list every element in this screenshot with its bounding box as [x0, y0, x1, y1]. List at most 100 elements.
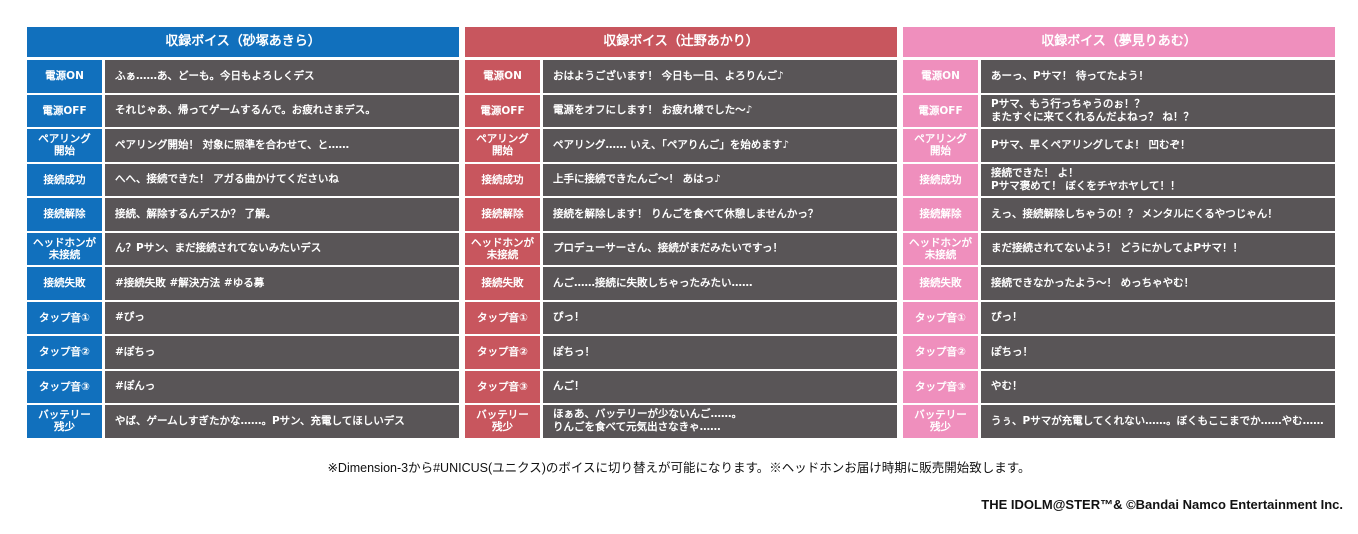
table-title: 収録ボイス（辻野あかり）: [465, 27, 897, 57]
row-label: バッテリー 残少: [465, 405, 540, 438]
row-voice-line: うぅ、Pサマが充電してくれない……。ぼくもここまでか……やむ……: [981, 405, 1335, 438]
row-voice-line: あーっ、Pサマ！ 待ってたよう！: [981, 60, 1335, 93]
row-label: タップ音①: [465, 301, 540, 334]
row-voice-line: 接続できなかったよう～！ めっちゃやむ！: [981, 267, 1335, 300]
table-row: 接続成功 上手に接続できたんご～！ あはっ♪: [465, 163, 897, 196]
row-label: ペアリング 開始: [27, 129, 102, 162]
row-label: タップ音②: [465, 336, 540, 369]
table-row: ヘッドホンが 未接続 プロデューサーさん、接続がまだみたいですっ！: [465, 232, 897, 265]
table-row: 接続解除 接続、解除するんデスか？ 了解。: [27, 198, 459, 231]
table-row: 接続解除 接続を解除します！ りんごを食べて休憩しませんかっ？: [465, 198, 897, 231]
voice-table: 収録ボイス（辻野あかり） 電源ON おはようございます！ 今日も一日、よろりんご♪ 電…: [465, 27, 897, 440]
table-row: タップ音② #ぽちっ: [27, 336, 459, 369]
table-row: タップ音② ぽちっ！: [903, 336, 1335, 369]
table-row: ヘッドホンが 未接続 まだ接続されてないよう！ どうにかしてよPサマ！！: [903, 232, 1335, 265]
table-row: 接続失敗 んご……接続に失敗しちゃったみたい……: [465, 267, 897, 300]
row-label: 接続成功: [903, 163, 978, 196]
row-voice-line: 電源をオフにします！ お疲れ様でした～♪: [543, 94, 897, 127]
table-row: 電源OFF 電源をオフにします！ お疲れ様でした～♪: [465, 94, 897, 127]
row-voice-line: Pサマ、早くペアリングしてよ！ 凹むぞ！: [981, 129, 1335, 162]
table-row: バッテリー 残少 ほぁあ、バッテリーが少ないんご……。 りんごを食べて元気出さなき…: [465, 405, 897, 438]
row-voice-line: ペアリング…… いえ、「ペアりんご」を始めます♪: [543, 129, 897, 162]
row-voice-line: それじゃあ、帰ってゲームするんで。お疲れさまデス。: [105, 94, 459, 127]
row-label: 電源OFF: [27, 94, 102, 127]
row-voice-line: ん？Pサン、まだ接続されてないみたいデス: [105, 232, 459, 265]
row-voice-line: ぴっ！: [543, 301, 897, 334]
table-row: 接続成功 接続できた！ よ！ Pサマ褒めて！ ぼくをチヤホヤして！！: [903, 163, 1335, 196]
row-label: タップ音①: [27, 301, 102, 334]
row-label: 電源ON: [903, 60, 978, 93]
table-row: 接続解除 えっ、接続解除しちゃうの！？ メンタルにくるやつじゃん！: [903, 198, 1335, 231]
row-label: 電源OFF: [903, 94, 978, 127]
row-voice-line: 接続を解除します！ りんごを食べて休憩しませんかっ？: [543, 198, 897, 231]
row-voice-line: ふぁ……あ、どーも。今日もよろしくデス: [105, 60, 459, 93]
row-voice-line: ほぁあ、バッテリーが少ないんご……。 りんごを食べて元気出さなきゃ……: [543, 405, 897, 438]
row-label: ヘッドホンが 未接続: [27, 232, 102, 265]
row-label: タップ音③: [465, 370, 540, 403]
row-label: 接続解除: [903, 198, 978, 231]
table-row: 電源ON おはようございます！ 今日も一日、よろりんご♪: [465, 60, 897, 93]
row-label: 電源ON: [465, 60, 540, 93]
row-voice-line: ぽちっ！: [981, 336, 1335, 369]
table-row: タップ音① #ぴっ: [27, 301, 459, 334]
row-label: バッテリー 残少: [27, 405, 102, 438]
row-voice-line: 接続できた！ よ！ Pサマ褒めて！ ぼくをチヤホヤして！！: [981, 163, 1335, 196]
row-voice-line: んご……接続に失敗しちゃったみたい……: [543, 267, 897, 300]
row-voice-line: ぽちっ！: [543, 336, 897, 369]
voice-table: 収録ボイス（夢見りあむ） 電源ON あーっ、Pサマ！ 待ってたよう！ 電源OFF Pサマ…: [903, 27, 1335, 440]
row-voice-line: 上手に接続できたんご～！ あはっ♪: [543, 163, 897, 196]
table-row: 接続失敗 接続できなかったよう～！ めっちゃやむ！: [903, 267, 1335, 300]
row-voice-line: Pサマ、もう行っちゃうのぉ！？ またすぐに来てくれるんだよねっ？ ね！？: [981, 94, 1335, 127]
row-voice-line: #ぽちっ: [105, 336, 459, 369]
row-label: タップ音③: [27, 370, 102, 403]
table-row: 接続成功 へへ、接続できた！ アガる曲かけてくださいね: [27, 163, 459, 196]
row-label: 電源OFF: [465, 94, 540, 127]
table-row: 電源ON あーっ、Pサマ！ 待ってたよう！: [903, 60, 1335, 93]
row-label: ペアリング 開始: [903, 129, 978, 162]
row-label: 接続失敗: [903, 267, 978, 300]
row-label: 接続失敗: [27, 267, 102, 300]
row-label: 接続失敗: [465, 267, 540, 300]
table-row: タップ音① ぴっ！: [465, 301, 897, 334]
table-row: タップ音③ やむ！: [903, 370, 1335, 403]
row-label: 接続成功: [27, 163, 102, 196]
row-voice-line: #接続失敗 #解決方法 #ゆる募: [105, 267, 459, 300]
row-label: タップ音②: [903, 336, 978, 369]
row-label: ヘッドホンが 未接続: [465, 232, 540, 265]
row-voice-line: やば、ゲームしすぎたかな……。Pサン、充電してほしいデス: [105, 405, 459, 438]
row-voice-line: えっ、接続解除しちゃうの！？ メンタルにくるやつじゃん！: [981, 198, 1335, 231]
table-row: ヘッドホンが 未接続 ん？Pサン、まだ接続されてないみたいデス: [27, 232, 459, 265]
row-voice-line: プロデューサーさん、接続がまだみたいですっ！: [543, 232, 897, 265]
table-row: 電源OFF Pサマ、もう行っちゃうのぉ！？ またすぐに来てくれるんだよねっ？ ね！…: [903, 94, 1335, 127]
table-row: ペアリング 開始 Pサマ、早くペアリングしてよ！ 凹むぞ！: [903, 129, 1335, 162]
table-row: ペアリング 開始 ペアリング開始！ 対象に照準を合わせて、と……: [27, 129, 459, 162]
row-label: 接続解除: [465, 198, 540, 231]
row-voice-line: やむ！: [981, 370, 1335, 403]
table-row: 電源ON ふぁ……あ、どーも。今日もよろしくデス: [27, 60, 459, 93]
row-label: ヘッドホンが 未接続: [903, 232, 978, 265]
table-row: 電源OFF それじゃあ、帰ってゲームするんで。お疲れさまデス。: [27, 94, 459, 127]
row-voice-line: #ぽんっ: [105, 370, 459, 403]
voice-table: 収録ボイス（砂塚あきら） 電源ON ふぁ……あ、どーも。今日もよろしくデス 電源OFF…: [27, 27, 459, 440]
row-voice-line: まだ接続されてないよう！ どうにかしてよPサマ！！: [981, 232, 1335, 265]
table-row: タップ音③ #ぽんっ: [27, 370, 459, 403]
row-label: 接続解除: [27, 198, 102, 231]
row-label: タップ音②: [27, 336, 102, 369]
footnote: ※Dimension-3から#UNICUS(ユニクス)のボイスに切り替えが可能に…: [327, 461, 1031, 475]
row-voice-line: んご！: [543, 370, 897, 403]
row-label: 接続成功: [465, 163, 540, 196]
table-row: タップ音③ んご！: [465, 370, 897, 403]
row-label: タップ音③: [903, 370, 978, 403]
table-row: バッテリー 残少 うぅ、Pサマが充電してくれない……。ぼくもここまでか……やむ……: [903, 405, 1335, 438]
copyright: THE IDOLM@STER™& ©Bandai Namco Entertain…: [981, 497, 1343, 512]
table-row: 接続失敗 #接続失敗 #解決方法 #ゆる募: [27, 267, 459, 300]
table-row: タップ音② ぽちっ！: [465, 336, 897, 369]
table-title: 収録ボイス（砂塚あきら）: [27, 27, 459, 57]
row-voice-line: 接続、解除するんデスか？ 了解。: [105, 198, 459, 231]
table-row: タップ音① ぴっ！: [903, 301, 1335, 334]
row-label: バッテリー 残少: [903, 405, 978, 438]
row-voice-line: へへ、接続できた！ アガる曲かけてくださいね: [105, 163, 459, 196]
row-label: 電源ON: [27, 60, 102, 93]
row-voice-line: ぴっ！: [981, 301, 1335, 334]
row-label: ペアリング 開始: [465, 129, 540, 162]
